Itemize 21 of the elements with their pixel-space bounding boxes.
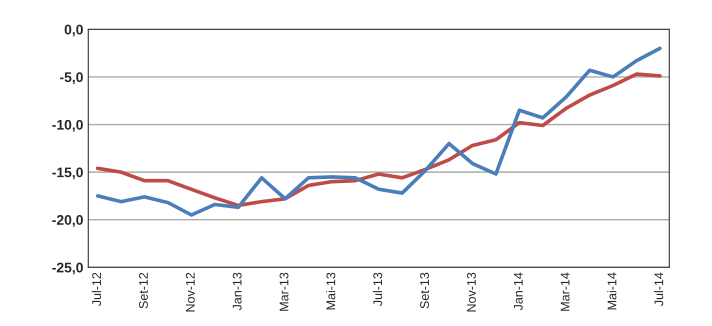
x-tick-label: Mar-13	[280, 272, 288, 311]
x-tick-label: Jul-13	[372, 272, 382, 306]
y-tick-label: -20,0	[52, 215, 83, 227]
x-tick-label: Set-12	[139, 272, 148, 308]
x-tick-label: Jan-14	[514, 272, 523, 310]
x-tick-label: Nov-13	[466, 272, 476, 312]
x-tick-label: Set-13	[420, 272, 429, 308]
x-tick-label: Jul-14	[654, 272, 664, 306]
x-tick-label: Jul-12	[92, 272, 102, 306]
line-series	[96, 46, 662, 217]
x-tick-label: Mai-14	[607, 272, 616, 310]
y-tick-label: -25,0	[52, 262, 83, 275]
line-series	[96, 72, 662, 208]
x-tick-label: Jan-13	[232, 272, 242, 310]
x-tick-label: Nov-12	[186, 272, 195, 312]
x-tick-label: Mai-13	[326, 272, 336, 310]
y-tick-label: -10,0	[52, 120, 83, 132]
x-tick-label: Mar-14	[560, 272, 570, 311]
y-tick-label: 0,0	[64, 24, 83, 37]
y-tick-label: -5,0	[60, 72, 83, 84]
y-tick-label: -15,0	[52, 167, 83, 180]
